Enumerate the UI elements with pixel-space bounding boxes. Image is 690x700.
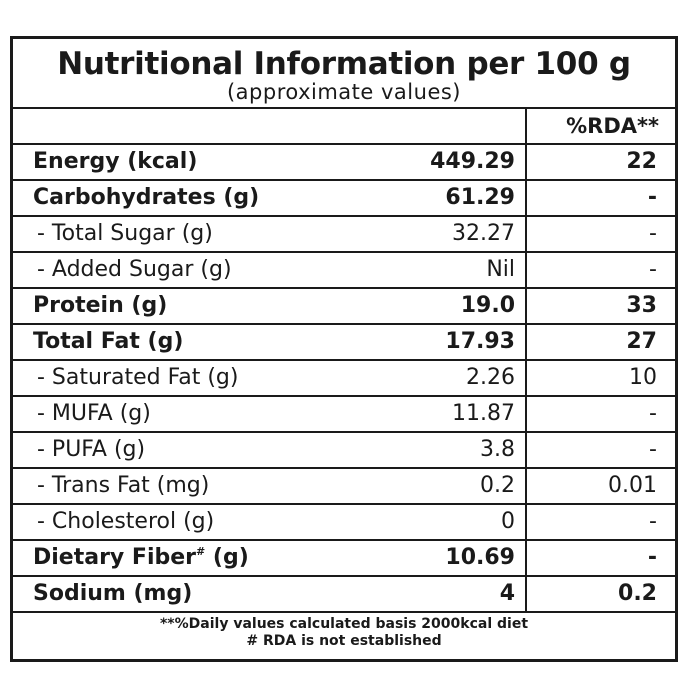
nutrient-name: - Saturated Fat (g) <box>13 360 349 397</box>
nutrient-value: 449.29 <box>349 144 527 181</box>
nutrient-name: - MUFA (g) <box>13 396 349 433</box>
nutrient-rda: - <box>526 180 675 217</box>
nutrient-rda: 10 <box>526 360 675 397</box>
nutrient-value: 19.0 <box>349 288 527 325</box>
footnotes: **%Daily values calculated basis 2000kca… <box>13 613 675 650</box>
nutrient-name: Dietary Fiber <box>33 545 197 570</box>
table-row: - PUFA (g) 3.8 - <box>13 432 675 469</box>
title-block: Nutritional Information per 100 g (appro… <box>13 39 675 109</box>
rda-footnote: **%Daily values calculated basis 2000kca… <box>159 616 529 632</box>
table-row: - Added Sugar (g) Nil - <box>13 252 675 289</box>
fiber-footnote: # RDA is not established <box>246 633 442 649</box>
nutrient-rda: - <box>526 216 675 253</box>
nutrient-rda: - <box>526 540 675 577</box>
nutrient-value: 32.27 <box>349 216 527 253</box>
nutrient-rda: 0.2 <box>526 576 675 613</box>
nutrient-name: - Cholesterol (g) <box>13 504 349 541</box>
nutrient-value: 0.2 <box>349 468 527 505</box>
nutrient-rda: - <box>526 504 675 541</box>
nutrient-value: 3.8 <box>349 432 527 469</box>
table-row: - Saturated Fat (g) 2.26 10 <box>13 360 675 397</box>
nutrient-rda: 0.01 <box>526 468 675 505</box>
table-row: Carbohydrates (g) 61.29 - <box>13 180 675 217</box>
nutrient-name: - PUFA (g) <box>13 432 349 469</box>
nutrient-name: Sodium (mg) <box>13 576 349 613</box>
label-subtitle: (approximate values) <box>226 80 461 104</box>
table-row: Sodium (mg) 4 0.2 <box>13 576 675 613</box>
nutrient-name: Carbohydrates (g) <box>13 180 349 217</box>
nutrient-name: - Trans Fat (mg) <box>13 468 349 505</box>
nutrient-name: - Total Sugar (g) <box>13 216 349 253</box>
nutrient-rda: 22 <box>526 144 675 181</box>
table-row: - Cholesterol (g) 0 - <box>13 504 675 541</box>
nutrient-value: 11.87 <box>349 396 527 433</box>
nutrient-rda: 27 <box>526 324 675 361</box>
table-row: Dietary Fiber# (g) 10.69 - <box>13 540 675 577</box>
nutrient-rda: - <box>526 432 675 469</box>
table-row: Protein (g) 19.0 33 <box>13 288 675 325</box>
fiber-footnote-mark: # <box>196 545 206 558</box>
nutrition-table: %RDA** Energy (kcal) 449.29 22 Carbohydr… <box>13 109 675 613</box>
header-name-cell <box>13 109 349 145</box>
table-row: - Total Sugar (g) 32.27 - <box>13 216 675 253</box>
nutrient-rda: - <box>526 252 675 289</box>
rda-column-header: %RDA** <box>526 109 675 145</box>
nutrient-name: Energy (kcal) <box>13 144 349 181</box>
nutrition-label: Nutritional Information per 100 g (appro… <box>10 36 678 662</box>
label-title: Nutritional Information per 100 g <box>57 46 631 82</box>
nutrient-value: 2.26 <box>349 360 527 397</box>
table-row: - MUFA (g) 11.87 - <box>13 396 675 433</box>
nutrient-name: Protein (g) <box>13 288 349 325</box>
nutrient-value: 61.29 <box>349 180 527 217</box>
nutrient-value: 10.69 <box>349 540 527 577</box>
nutrient-name: Total Fat (g) <box>13 324 349 361</box>
nutrient-value: 4 <box>349 576 527 613</box>
nutrient-name-cell: Dietary Fiber# (g) <box>13 540 349 577</box>
table-row: - Trans Fat (mg) 0.2 0.01 <box>13 468 675 505</box>
table-row: Total Fat (g) 17.93 27 <box>13 324 675 361</box>
nutrient-unit: (g) <box>205 545 249 570</box>
nutrient-value: 0 <box>349 504 527 541</box>
nutrient-name: - Added Sugar (g) <box>13 252 349 289</box>
table-header-row: %RDA** <box>13 109 675 145</box>
nutrient-rda: 33 <box>526 288 675 325</box>
nutrient-value: 17.93 <box>349 324 527 361</box>
nutrient-rda: - <box>526 396 675 433</box>
header-value-cell <box>349 109 527 145</box>
nutrient-value: Nil <box>349 252 527 289</box>
table-row: Energy (kcal) 449.29 22 <box>13 144 675 181</box>
